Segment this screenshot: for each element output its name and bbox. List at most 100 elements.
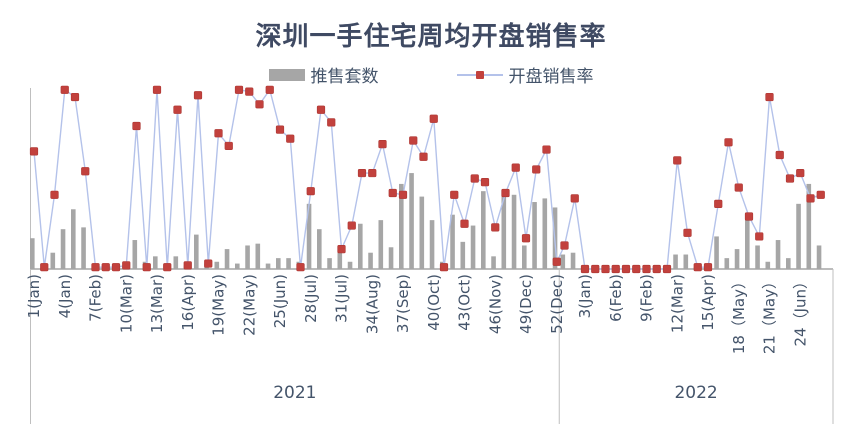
x-tick-label: 40(Oct) (425, 274, 443, 331)
bar (806, 183, 812, 269)
bar (724, 258, 730, 269)
bar (560, 254, 566, 269)
x-tick-label: 49(Dec) (517, 274, 535, 334)
bar (235, 263, 240, 269)
chart-title: 深圳一手住宅周均开盘销售率 (255, 22, 607, 52)
rate-marker (460, 219, 469, 228)
bar (765, 261, 771, 269)
rate-marker (255, 100, 264, 109)
bar (501, 192, 507, 269)
rate-marker (398, 190, 408, 199)
rate-marker (214, 129, 223, 138)
bar (245, 245, 250, 269)
bar (775, 240, 781, 269)
rate-marker (683, 228, 692, 237)
rate-marker (580, 264, 590, 274)
x-tick-label: 16(Apr) (179, 274, 197, 331)
bar (224, 249, 230, 269)
bar (429, 220, 435, 269)
bar (511, 194, 517, 269)
x-tick-label: 10(Mar) (117, 274, 135, 333)
rate-marker (621, 264, 631, 274)
bar (673, 254, 678, 269)
rate-marker (755, 232, 764, 241)
year-label: 2021 (273, 383, 316, 403)
rate-marker (429, 114, 438, 123)
rate-marker (501, 188, 510, 198)
rate-marker (60, 85, 69, 94)
rate-marker (388, 188, 397, 198)
rate-marker (693, 263, 702, 272)
rate-marker (470, 174, 479, 183)
bar (265, 263, 271, 269)
bar (132, 240, 138, 269)
rate-marker (132, 121, 141, 131)
rate-marker (724, 138, 733, 147)
bar (786, 258, 791, 269)
bar (276, 258, 281, 269)
rate-marker (480, 178, 490, 187)
x-tick-label: 6(Feb) (607, 274, 625, 322)
rate-marker (744, 212, 754, 221)
bar (388, 247, 394, 269)
rate-marker (265, 85, 274, 94)
rate-marker (286, 134, 295, 143)
x-tick-label: 12(Mar) (668, 274, 686, 333)
rate-marker (163, 263, 172, 272)
bar (317, 229, 322, 269)
rate-marker (642, 264, 651, 274)
rate-marker (337, 244, 346, 254)
legend-item-line: 开盘销售率 (456, 62, 594, 87)
x-tick-label: 31(Jul) (333, 274, 351, 323)
rate-marker (611, 264, 620, 274)
rate-marker (491, 223, 500, 232)
rate-marker (796, 168, 805, 178)
bar (470, 225, 476, 269)
rate-marker (450, 190, 459, 199)
rate-marker (542, 145, 551, 154)
bar (714, 236, 719, 269)
rate-marker (296, 263, 305, 272)
bar (460, 241, 466, 269)
rate-marker (521, 234, 531, 243)
rate-marker (173, 105, 182, 114)
bar (755, 245, 760, 269)
bar (194, 234, 199, 269)
bar (60, 229, 66, 269)
x-tick-label: 25(Jun) (271, 274, 289, 328)
rate-marker (122, 261, 131, 270)
rate-marker (785, 174, 795, 183)
rate-marker (245, 87, 254, 96)
rate-marker (662, 264, 672, 274)
bar (214, 261, 220, 269)
bar (522, 245, 527, 269)
x-tick-label: 3(Jan) (576, 274, 594, 318)
rate-marker (570, 194, 579, 203)
rate-marker (703, 263, 713, 272)
bar (450, 214, 455, 269)
x-tick-label: 7(Feb) (87, 274, 105, 322)
bar (419, 196, 425, 269)
year-label: 2022 (674, 383, 717, 403)
x-tick-label: 21（May） (761, 274, 779, 354)
rate-marker (275, 125, 285, 134)
rate-marker (91, 263, 100, 272)
rate-marker (673, 156, 682, 165)
rate-marker (70, 92, 80, 102)
bar (378, 220, 384, 269)
legend-label-line: 开盘销售率 (508, 67, 594, 87)
rate-marker (511, 163, 520, 172)
x-tick-label: 24（Jun） (791, 274, 809, 347)
rate-marker (50, 190, 59, 199)
bar (683, 254, 689, 269)
bar (30, 238, 35, 269)
rate-marker (806, 194, 815, 203)
rate-marker (368, 168, 377, 178)
rate-marker (409, 136, 418, 145)
bar (796, 203, 801, 269)
rate-marker (101, 263, 110, 272)
rate-marker (204, 259, 213, 268)
x-tick-label: 18（May） (730, 274, 748, 354)
rate-marker (81, 167, 90, 176)
